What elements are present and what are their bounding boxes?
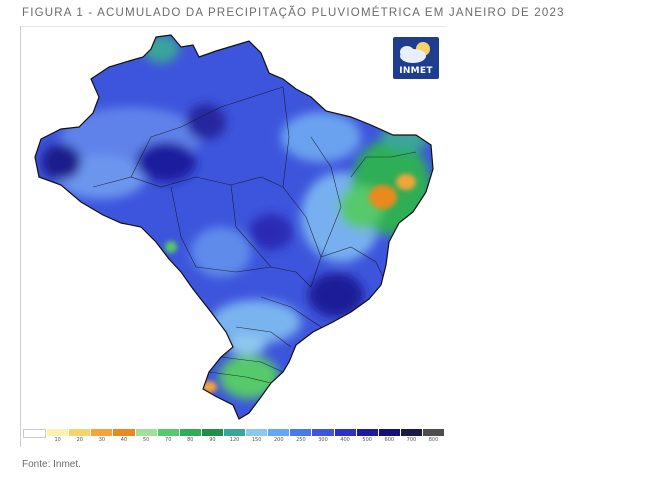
legend-swatch: 90 <box>201 429 223 443</box>
legend-swatch: 80 <box>179 429 201 443</box>
source-note: Fonte: Inmet. <box>22 459 81 470</box>
precipitation-map <box>34 34 434 420</box>
legend-swatch: 120 <box>223 429 246 443</box>
legend-label: 600 <box>384 437 395 443</box>
legend-label: 700 <box>406 437 417 443</box>
legend-label: 150 <box>251 437 262 443</box>
legend-label: 10 <box>54 437 61 443</box>
figure-title: FIGURA 1 - ACUMULADO DA PRECIPITAÇÃO PLU… <box>22 7 565 19</box>
legend-swatch: 400 <box>334 429 356 443</box>
legend-label: 500 <box>362 437 372 443</box>
legend-label: 40 <box>120 437 128 443</box>
legend-swatch: 10 <box>47 429 69 443</box>
precipitation-legend: 10 20 30 40 50 70 80 90 120 150 200 250 300 400 500 600… <box>23 429 445 445</box>
legend-swatch: 300 <box>312 429 334 443</box>
map-panel: INMET 10 20 30 40 50 70 80 90 120 150 200 250 300 400… <box>20 26 446 447</box>
legend-label: 200 <box>273 437 284 443</box>
legend-swatch: 30 <box>91 429 113 443</box>
precipitation-field <box>35 35 433 419</box>
legend-swatch <box>23 429 47 438</box>
legend-label: 250 <box>296 437 306 443</box>
logo-text: INMET <box>399 66 433 76</box>
legend-label: 20 <box>76 437 83 443</box>
legend-swatch: 500 <box>356 429 378 443</box>
legend-label: 120 <box>229 437 240 443</box>
legend-label: 80 <box>187 437 194 443</box>
inmet-logo: INMET <box>393 37 439 79</box>
legend-swatch: 800 <box>422 429 445 443</box>
legend-swatch: 600 <box>378 429 400 443</box>
legend-swatch: 70 <box>157 429 179 443</box>
legend-label: 800 <box>428 437 439 443</box>
legend-label: 30 <box>98 437 106 443</box>
legend-label: 400 <box>340 437 350 443</box>
legend-label: 90 <box>209 437 216 443</box>
cloud-sun-icon <box>400 42 430 63</box>
legend-swatch: 250 <box>290 429 312 443</box>
legend-label: 70 <box>165 437 172 443</box>
legend-swatch: 20 <box>69 429 91 443</box>
legend-swatch: 200 <box>268 429 290 443</box>
legend-swatch: 700 <box>400 429 422 443</box>
legend-swatch: 150 <box>246 429 268 443</box>
legend-label: 50 <box>142 437 150 443</box>
legend-swatch: 50 <box>135 429 157 443</box>
legend-swatch: 40 <box>113 429 135 443</box>
legend-label: 300 <box>318 437 328 443</box>
state-borders <box>92 86 417 384</box>
